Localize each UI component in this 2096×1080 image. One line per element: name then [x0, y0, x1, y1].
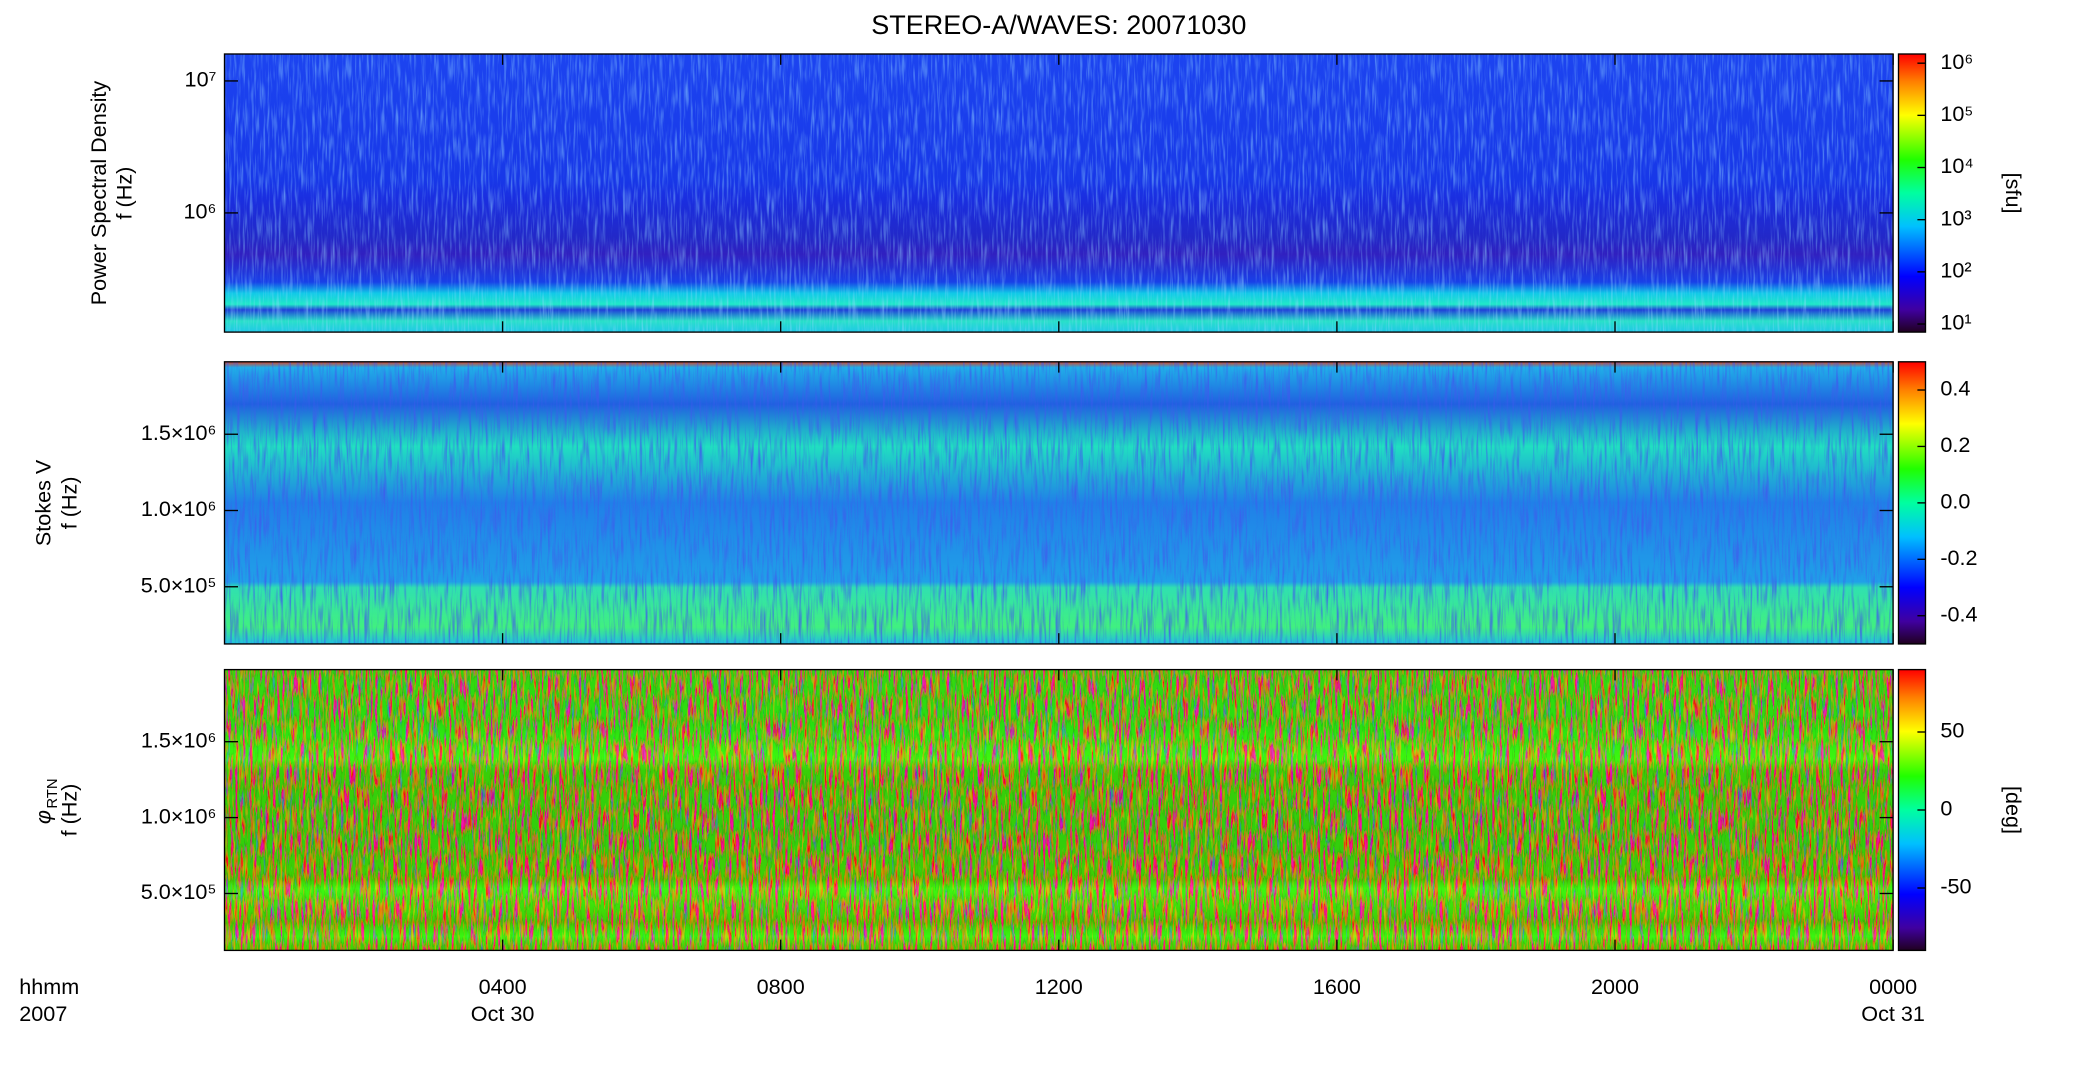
- y-axis-label: Stokes V: [31, 459, 56, 546]
- colorbar-tick-label: 10⁴: [1940, 153, 1973, 178]
- y-tick-label: 1.0×10⁶: [141, 496, 217, 521]
- y-axis-symbol: φ RTN: [31, 778, 61, 824]
- colorbar-tick-label: 10²: [1940, 258, 1971, 283]
- colorbar-tick-label: 50: [1940, 718, 1964, 743]
- y-tick-label: 1.5×10⁶: [141, 727, 217, 752]
- colorbar-tick-label: -50: [1940, 874, 1971, 899]
- colorbar-tick-label: 0.2: [1940, 432, 1970, 457]
- y-tick-label: 10⁷: [185, 67, 217, 92]
- x-date-label: Oct 30: [471, 1001, 535, 1026]
- colorbar-tick-label: 0: [1940, 796, 1952, 821]
- x-axis-label: hhmm: [19, 974, 79, 999]
- x-tick-label: 0400: [479, 974, 527, 999]
- colorbar-tick-label: -0.4: [1940, 601, 1977, 626]
- y-tick-label: 5.0×10⁵: [141, 572, 217, 597]
- colorbar-label: [sfu]: [2001, 173, 2026, 214]
- spectrogram-noise: [224, 54, 1894, 333]
- spectrogram-noise: [224, 669, 1894, 951]
- colorbar-tick-label: 0.0: [1940, 489, 1970, 514]
- y-axis-label: f (Hz): [56, 784, 81, 837]
- y-tick-label: 5.0×10⁵: [141, 879, 217, 904]
- colorbar-tick-label: 10⁵: [1940, 101, 1973, 126]
- x-tick-label: 2000: [1591, 974, 1639, 999]
- chart-title: STEREO-A/WAVES: 20071030: [871, 10, 1246, 40]
- x-axis-label: 2007: [19, 1001, 67, 1026]
- y-axis-label: φ: [31, 810, 56, 824]
- colorbar-label: [deg]: [2001, 786, 2026, 834]
- y-tick-label: 1.0×10⁶: [141, 803, 217, 828]
- y-tick-label: 10⁶: [183, 199, 216, 224]
- y-axis-label: Power Spectral Density: [86, 81, 111, 306]
- colorbar: [1897, 53, 1927, 333]
- x-tick-label: 1200: [1035, 974, 1083, 999]
- y-tick-label: 1.5×10⁶: [141, 420, 217, 445]
- colorbar-tick-label: -0.2: [1940, 545, 1977, 570]
- x-tick-label: 0800: [757, 974, 805, 999]
- colorbar-tick-label: 10¹: [1940, 310, 1971, 335]
- y-axis-label: f (Hz): [112, 167, 137, 220]
- spectrogram-noise: [224, 361, 1894, 644]
- x-date-label: Oct 31: [1861, 1001, 1925, 1026]
- colorbar-tick-label: 10³: [1940, 205, 1971, 230]
- y-axis-label: f (Hz): [56, 476, 81, 529]
- y-axis-label: RTN: [45, 778, 61, 808]
- colorbar-tick-label: 10⁶: [1940, 49, 1973, 74]
- x-tick-label: 0000: [1869, 974, 1917, 999]
- colorbar-tick-label: 0.4: [1940, 376, 1970, 401]
- x-tick-label: 1600: [1313, 974, 1361, 999]
